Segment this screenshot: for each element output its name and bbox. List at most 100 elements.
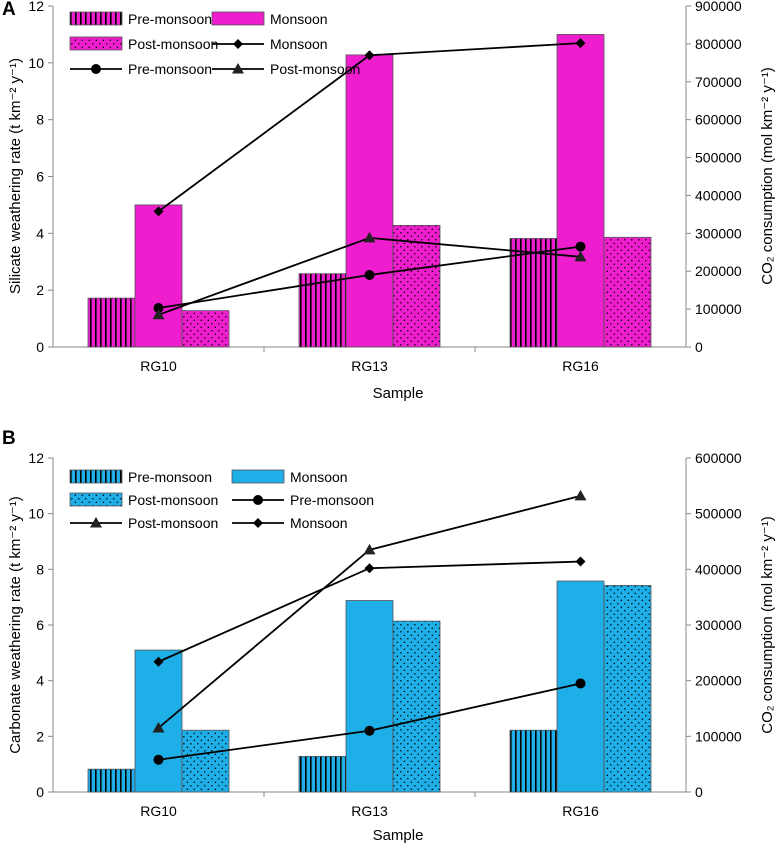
y-tick-label-a: 4 <box>36 225 44 241</box>
y2-tick-label-a: 700000 <box>695 74 742 90</box>
legend-label-post-monsoon-a: Post-monsoon <box>270 61 360 77</box>
marker-post-monsoon-rg16-a <box>574 250 587 262</box>
y-tick-label-b: 6 <box>36 617 44 633</box>
legend-swatch-pre-monsoon-b <box>69 469 123 484</box>
bar-post-monsoon-rg10-a <box>181 310 230 348</box>
marker-monsoon-rg16-a <box>575 38 586 49</box>
marker-pre-monsoon-rg10-a <box>153 302 164 313</box>
legend-marker-monsoon-b <box>253 518 263 528</box>
y2-tick-label-a: 900000 <box>695 0 742 14</box>
x-tick-label-a: RG10 <box>140 358 177 374</box>
bar-pre-monsoon-rg16-b <box>509 729 558 793</box>
legend-swatch-pre-monsoon-a <box>69 11 123 26</box>
y-tick-label-b: 2 <box>36 728 44 744</box>
marker-monsoon-rg10-a <box>153 206 164 217</box>
y-tick-label-a: 6 <box>36 169 44 185</box>
legend-label-monsoon-a: Monsoon <box>270 36 328 52</box>
legend-marker-pre-monsoon-a <box>91 64 101 74</box>
bar-post-monsoon-rg13-a <box>392 224 441 348</box>
x-tick-label-a: RG16 <box>562 358 599 374</box>
panel-a: A Sample Silicate weathering rate (t km⁻… <box>2 0 776 402</box>
y2-tick-label-a: 200000 <box>695 263 742 279</box>
bar-monsoon-rg16-a <box>556 34 605 348</box>
legend-marker-monsoon-a <box>233 39 243 49</box>
bar-post-monsoon-rg13-b <box>392 620 441 793</box>
y-tick-label-a: 12 <box>28 0 44 14</box>
marker-pre-monsoon-rg16-b <box>575 678 586 689</box>
legend-swatch-post-monsoon-b <box>69 492 123 507</box>
legend-label-pre-monsoon-b: Pre-monsoon <box>290 492 374 508</box>
y2-tick-label-b: 600000 <box>695 450 742 466</box>
y2-tick-label-b: 0 <box>695 784 703 800</box>
panel-label-a: A <box>2 0 16 20</box>
y-tick-label-b: 8 <box>36 561 44 577</box>
legend-label-pre-monsoon-a: Pre-monsoon <box>128 61 212 77</box>
marker-pre-monsoon-rg13-b <box>364 725 375 736</box>
legend-label-monsoon-b: Monsoon <box>290 515 348 531</box>
marker-monsoon-rg16-b <box>575 556 586 567</box>
y-tick-label-a: 8 <box>36 112 44 128</box>
marker-monsoon-rg10-b <box>153 656 164 667</box>
bar-post-monsoon-rg16-a <box>603 236 652 348</box>
y-tick-label-b: 4 <box>36 673 44 689</box>
marker-monsoon-rg13-a <box>364 50 375 61</box>
y2-tick-label-b: 200000 <box>695 673 742 689</box>
marker-pre-monsoon-rg10-b <box>153 754 164 765</box>
bar-pre-monsoon-rg16-a <box>509 238 558 348</box>
legend-label-monsoon-a: Monsoon <box>270 11 328 27</box>
legend-label-pre-monsoon-a: Pre-monsoon <box>128 11 212 27</box>
legend-swatch-post-monsoon-a <box>69 36 123 51</box>
y2-tick-label-b: 300000 <box>695 617 742 633</box>
panel-label-b: B <box>2 428 16 449</box>
bar-post-monsoon-rg16-b <box>603 585 652 793</box>
x-axis-title-b: Sample <box>373 827 424 844</box>
y2-tick-label-a: 800000 <box>695 36 742 52</box>
bar-monsoon-rg13-b <box>345 600 394 793</box>
x-tick-label-b: RG13 <box>351 803 388 819</box>
y2-tick-label-a: 100000 <box>695 301 742 317</box>
marker-pre-monsoon-rg13-a <box>364 270 375 281</box>
marker-monsoon-rg13-b <box>364 563 375 574</box>
y-tick-label-b: 10 <box>28 506 44 522</box>
x-axis-title-a: Sample <box>373 385 424 402</box>
bar-post-monsoon-rg10-b <box>181 729 230 793</box>
y-tick-label-b: 12 <box>28 450 44 466</box>
bar-monsoon-rg10-a <box>134 204 183 348</box>
y-tick-label-a: 2 <box>36 282 44 298</box>
marker-post-monsoon-rg16-b <box>574 489 587 501</box>
panel-b: B Sample Carbonate weathering rate (t km… <box>2 428 776 844</box>
y-axis-title-a: Silicate weathering rate (t km⁻² y⁻¹) <box>7 58 24 294</box>
x-tick-label-a: RG13 <box>351 358 388 374</box>
marker-post-monsoon-rg13-b <box>363 543 376 555</box>
y-tick-label-b: 0 <box>36 784 44 800</box>
legend-swatch-monsoon-b <box>231 469 285 484</box>
x-tick-label-b: RG10 <box>140 803 177 819</box>
legend-marker-pre-monsoon-b <box>253 495 263 505</box>
y2-axis-title-b: CO₂ consumption (mol km⁻² y⁻¹) <box>759 516 776 734</box>
y2-tick-label-a: 0 <box>695 339 703 355</box>
y2-tick-label-b: 400000 <box>695 561 742 577</box>
marker-post-monsoon-rg10-a <box>152 308 165 320</box>
marker-post-monsoon-rg10-b <box>152 721 165 733</box>
y2-axis-title-a: CO₂ consumption (mol km⁻² y⁻¹) <box>759 67 776 285</box>
bar-pre-monsoon-rg10-a <box>87 297 136 348</box>
bar-monsoon-rg13-a <box>345 54 394 348</box>
bar-pre-monsoon-rg10-b <box>87 768 136 793</box>
y-axis-title-b: Carbonate weathering rate (t km⁻² y⁻¹) <box>7 496 24 754</box>
bar-pre-monsoon-rg13-a <box>298 273 347 348</box>
y2-tick-label-a: 600000 <box>695 112 742 128</box>
bar-pre-monsoon-rg13-b <box>298 755 347 793</box>
legend-marker-post-monsoon-b <box>90 517 102 528</box>
y-tick-label-a: 0 <box>36 339 44 355</box>
legend-label-pre-monsoon-b: Pre-monsoon <box>128 469 212 485</box>
y2-tick-label-b: 100000 <box>695 728 742 744</box>
y2-tick-label-a: 300000 <box>695 225 742 241</box>
y2-tick-label-a: 400000 <box>695 187 742 203</box>
legend-marker-post-monsoon-a <box>232 63 244 74</box>
legend-swatch-monsoon-a <box>211 11 265 26</box>
legend-label-post-monsoon-b: Post-monsoon <box>128 515 218 531</box>
y2-tick-label-b: 500000 <box>695 506 742 522</box>
marker-post-monsoon-rg13-a <box>363 231 376 243</box>
y2-tick-label-a: 500000 <box>695 150 742 166</box>
